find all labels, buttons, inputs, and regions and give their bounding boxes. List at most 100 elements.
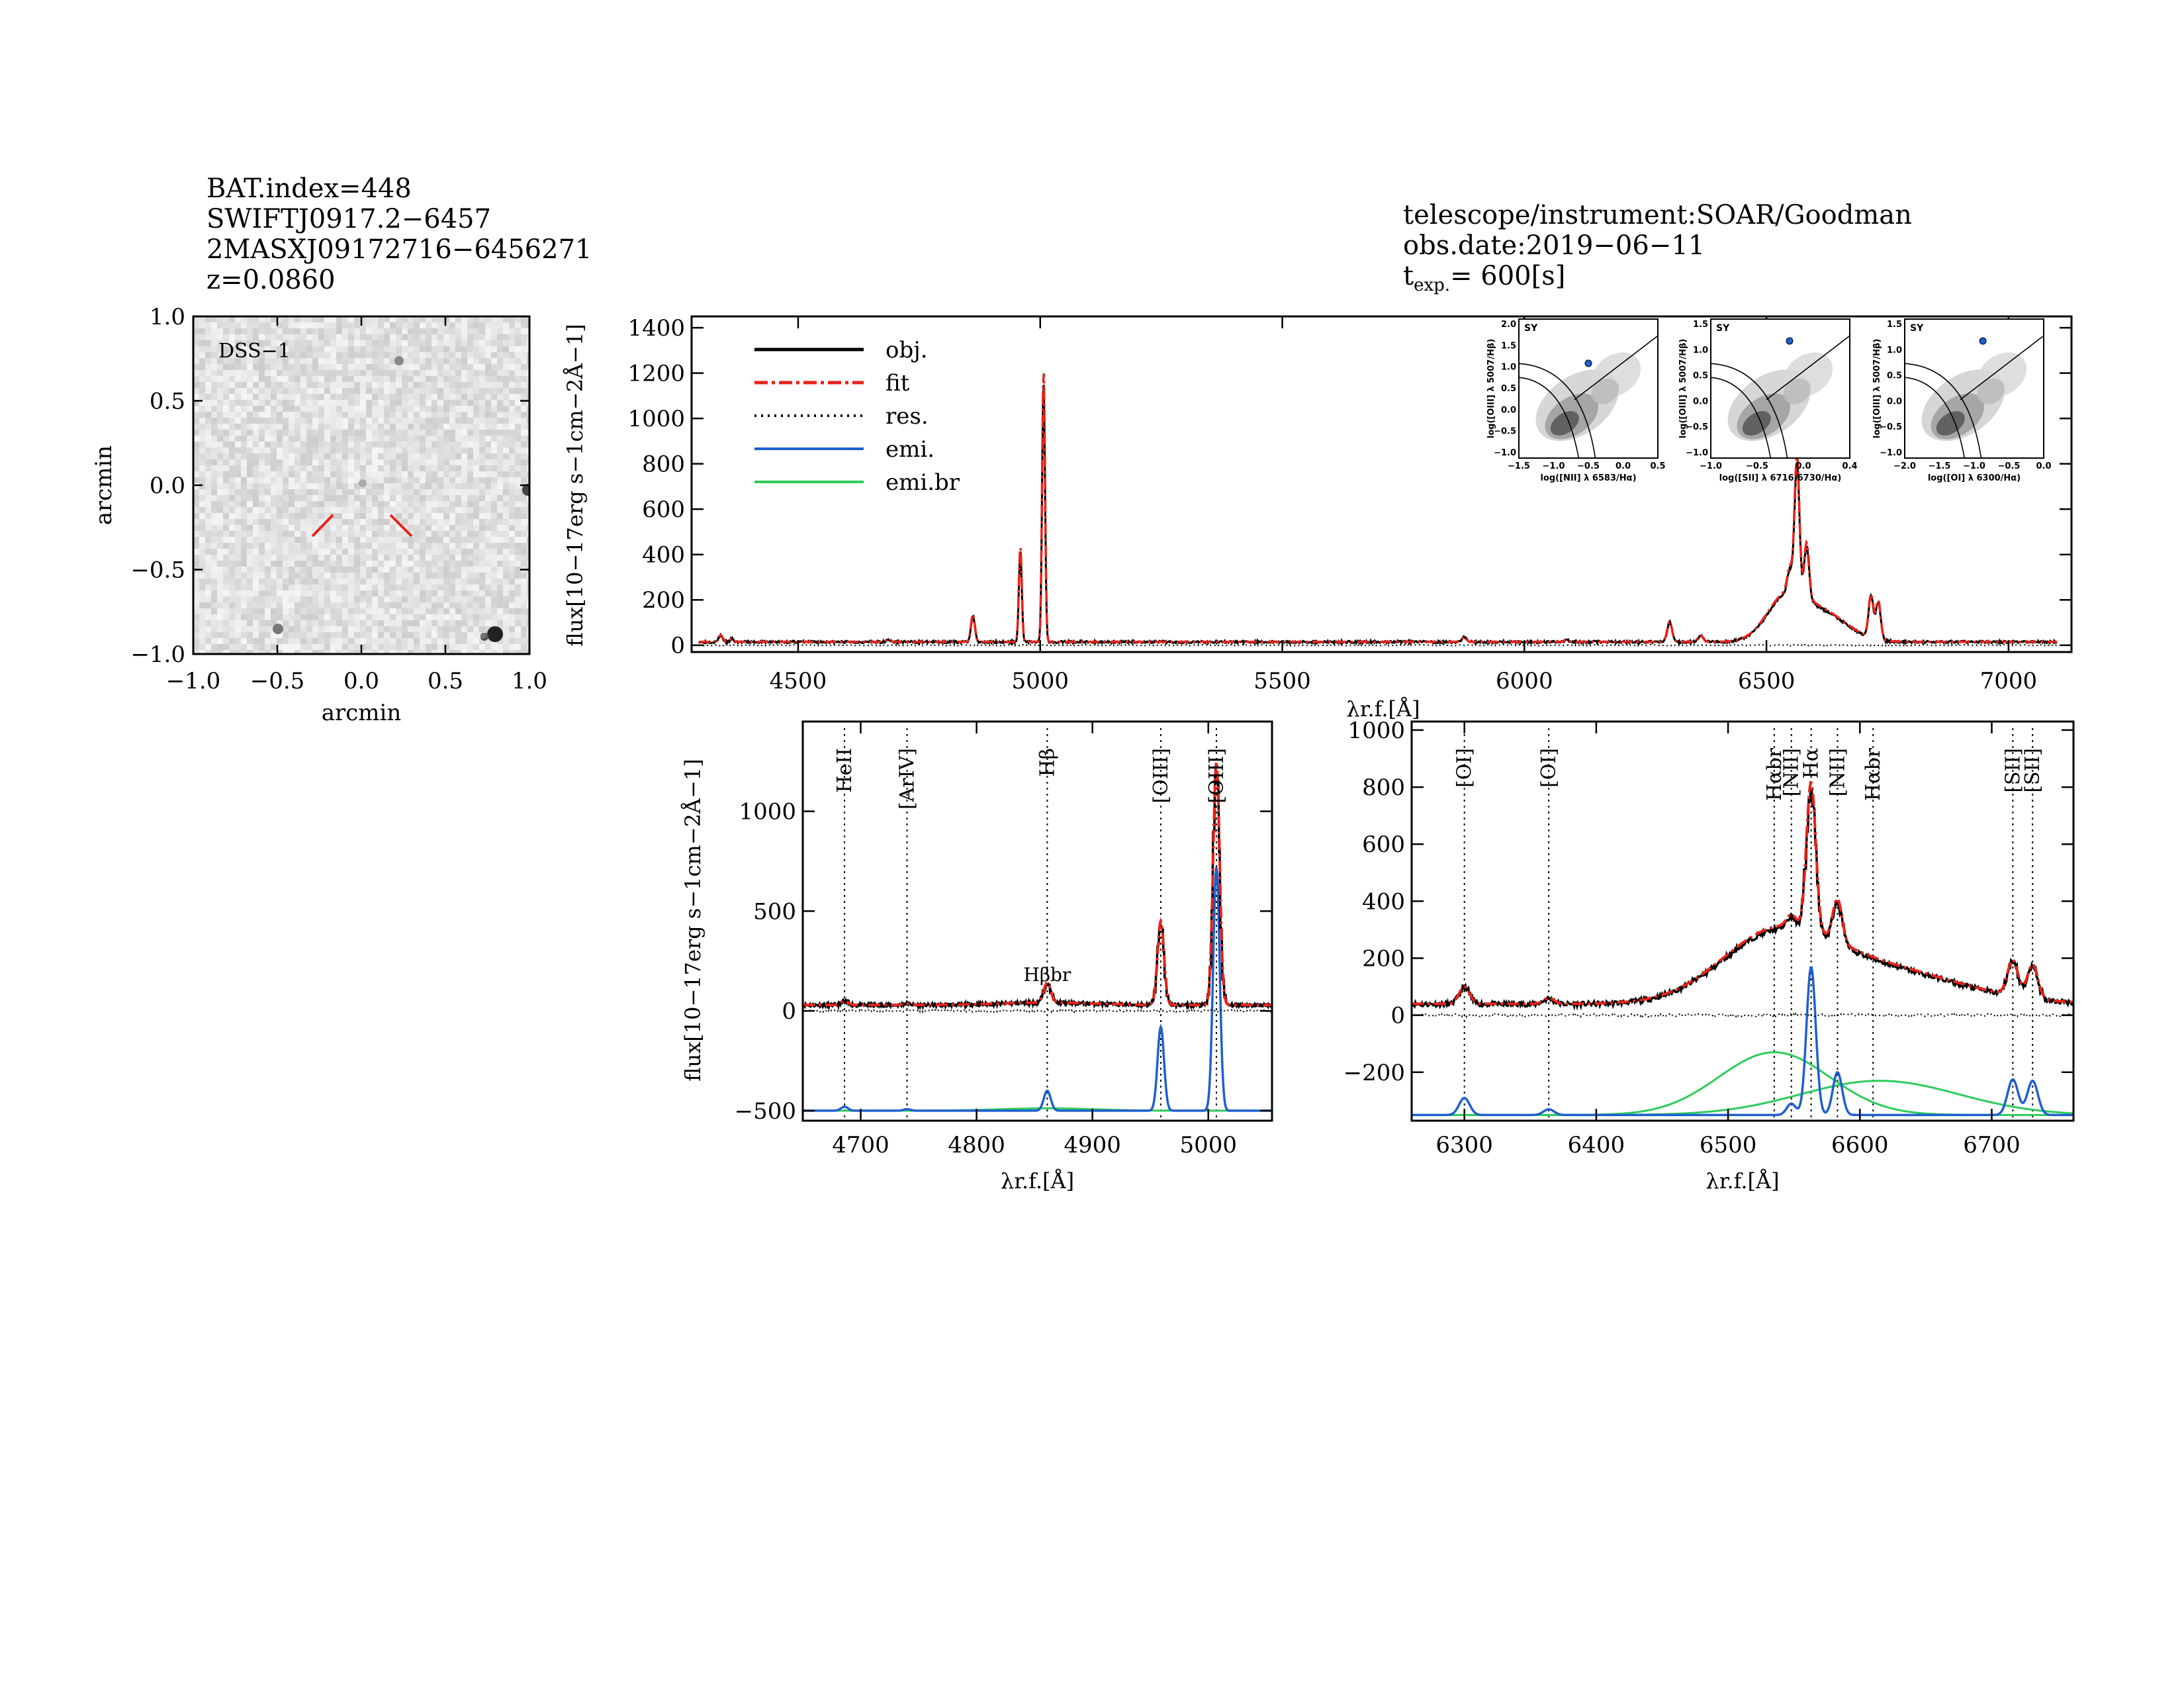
dss-pixel — [366, 596, 372, 602]
dss-pixel — [223, 436, 229, 442]
dss-pixel — [366, 638, 372, 644]
dss-pixel — [455, 394, 461, 400]
dss-pixel — [217, 388, 223, 394]
dss-pixel — [223, 519, 229, 525]
dss-pixel — [437, 638, 443, 644]
dss-pixel — [259, 585, 265, 590]
dss-pixel — [521, 525, 527, 531]
dss-pixel — [360, 495, 366, 501]
dss-pixel — [253, 322, 259, 328]
dss-pixel — [390, 531, 396, 537]
dss-pixel — [515, 364, 521, 370]
dss-pixel — [372, 430, 378, 436]
dss-pixel — [342, 561, 348, 567]
dss-pixel — [217, 549, 223, 555]
dss-pixel — [479, 394, 485, 400]
dss-pixel — [199, 626, 205, 632]
dss-pixel — [289, 334, 295, 340]
dss-pixel — [354, 352, 360, 358]
dss-pixel — [432, 418, 437, 424]
dss-pixel — [479, 573, 485, 579]
dss-pixel — [300, 376, 306, 382]
dss-pixel — [402, 418, 408, 424]
dss-pixel — [443, 543, 449, 549]
dss-pixel — [247, 495, 253, 501]
dss-pixel — [390, 519, 396, 525]
dss-pixel — [223, 382, 229, 388]
dss-pixel — [259, 489, 265, 495]
dss-pixel — [360, 489, 366, 495]
dss-pixel — [402, 608, 408, 614]
dss-pixel — [306, 364, 312, 370]
dss-pixel — [443, 537, 449, 543]
dss-pixel — [366, 412, 372, 418]
dss-pixel — [348, 388, 354, 394]
dss-pixel — [354, 489, 360, 495]
dss-pixel — [509, 585, 515, 590]
dss-pixel — [336, 567, 342, 573]
dss-pixel — [408, 352, 414, 358]
dss-pixel — [217, 328, 223, 334]
dss-pixel — [348, 489, 354, 495]
dss-pixel — [384, 370, 390, 376]
dss-pixel — [527, 358, 529, 364]
dss-pixel — [390, 561, 396, 567]
dss-pixel — [259, 465, 265, 471]
dss-pixel — [336, 442, 342, 447]
dss-pixel — [211, 585, 217, 590]
dss-pixel — [527, 453, 529, 459]
dss-pixel — [378, 328, 384, 334]
dss-pixel — [235, 436, 241, 442]
dss-pixel — [408, 602, 414, 608]
dss-pixel — [491, 579, 497, 585]
dss-pixel — [437, 537, 443, 543]
dss-pixel — [193, 412, 199, 418]
dss-pixel — [283, 376, 289, 382]
dss-pixel — [479, 537, 485, 543]
dss-pixel — [300, 346, 306, 352]
dss-pixel — [467, 501, 473, 507]
dss-pixel — [259, 442, 265, 447]
dss-pixel — [420, 579, 426, 585]
dss-pixel — [366, 608, 372, 614]
dss-pixel — [372, 447, 378, 453]
dss-pixel — [193, 328, 199, 334]
dss-pixel — [199, 477, 205, 483]
line-marker-label: Hα — [1800, 748, 1823, 778]
dss-pixel — [527, 352, 529, 358]
dss-pixel — [467, 638, 473, 644]
dss-pixel — [473, 549, 479, 555]
dss-pixel — [396, 650, 402, 654]
dss-pixel — [467, 537, 473, 543]
dss-pixel — [289, 495, 295, 501]
dss-pixel — [515, 352, 521, 358]
x-tick-label: 5000 — [1011, 668, 1069, 694]
dss-pixel — [455, 436, 461, 442]
dss-pixel — [342, 650, 348, 654]
dss-pixel — [479, 340, 485, 346]
dss-pixel — [461, 626, 467, 632]
dss-pixel — [289, 650, 295, 654]
dss-pixel — [217, 525, 223, 531]
dss-pixel — [497, 376, 503, 382]
dss-pixel — [414, 400, 420, 406]
dss-pixel — [283, 513, 289, 519]
dss-pixel — [217, 585, 223, 590]
dss-pixel — [491, 418, 497, 424]
dss-pixel — [527, 418, 529, 424]
dss-pixel — [354, 334, 360, 340]
dss-pixel — [515, 477, 521, 483]
dss-pixel — [426, 471, 432, 477]
dss-pixel — [503, 370, 509, 376]
dss-pixel — [432, 507, 437, 513]
dss-pixel — [354, 531, 360, 537]
dss-pixel — [396, 453, 402, 459]
dss-pixel — [420, 620, 426, 626]
dss-pixel — [455, 608, 461, 614]
dss-pixel — [211, 608, 217, 614]
dss-pixel — [408, 424, 414, 430]
dss-pixel — [342, 614, 348, 620]
dss-pixel — [432, 489, 437, 495]
dss-pixel — [372, 638, 378, 644]
dss-pixel — [485, 352, 491, 358]
